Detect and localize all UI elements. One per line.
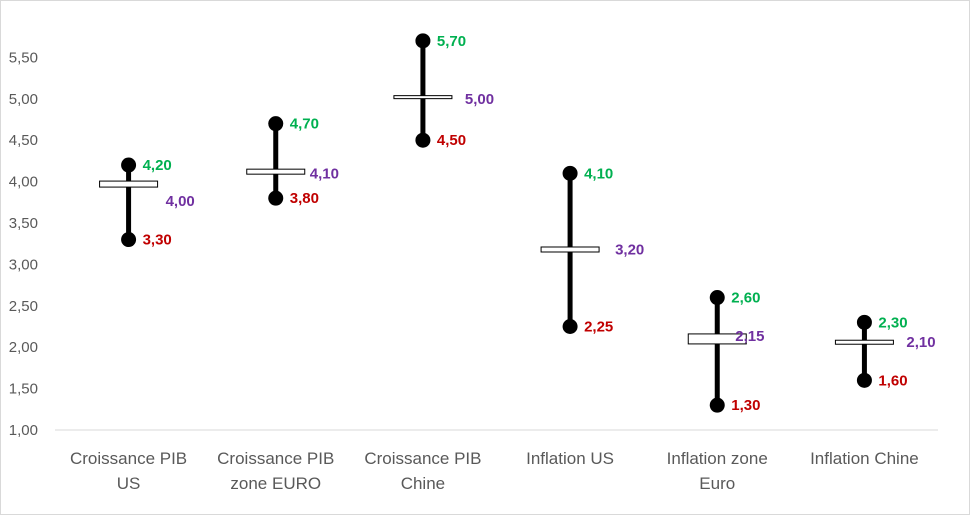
max-point bbox=[856, 314, 872, 330]
min-value-label: 2,25 bbox=[584, 319, 613, 336]
mid-marker bbox=[834, 339, 894, 345]
min-point bbox=[268, 190, 284, 206]
mid-value-label: 2,15 bbox=[735, 328, 764, 345]
y-tick-label: 4,00 bbox=[9, 174, 38, 191]
y-tick-label: 1,50 bbox=[9, 381, 38, 398]
max-point bbox=[268, 116, 284, 132]
min-point bbox=[856, 372, 872, 388]
mid-value-label: 2,10 bbox=[906, 334, 935, 351]
min-value-label: 1,60 bbox=[878, 372, 907, 389]
max-point bbox=[121, 157, 137, 173]
x-category-label: Croissance PIB bbox=[70, 449, 187, 468]
min-point bbox=[121, 232, 137, 248]
mid-marker bbox=[687, 333, 747, 345]
x-category-label: Croissance PIB bbox=[364, 449, 481, 468]
mid-marker bbox=[246, 168, 306, 175]
max-value-label: 5,70 bbox=[437, 33, 466, 50]
y-tick-label: 4,50 bbox=[9, 132, 38, 149]
y-tick-label: 1,00 bbox=[9, 422, 38, 439]
x-category-label: US bbox=[117, 474, 141, 493]
max-point bbox=[415, 33, 431, 49]
max-point bbox=[709, 290, 725, 306]
max-value-label: 4,20 bbox=[143, 157, 172, 174]
x-category-label: zone EURO bbox=[230, 474, 321, 493]
mid-value-label: 4,10 bbox=[310, 166, 339, 183]
x-category-label: Euro bbox=[699, 474, 735, 493]
y-tick-label: 2,50 bbox=[9, 298, 38, 315]
mid-value-label: 3,20 bbox=[615, 241, 644, 258]
y-tick-label: 3,50 bbox=[9, 215, 38, 232]
mid-value-label: 5,00 bbox=[465, 91, 494, 108]
min-value-label: 1,30 bbox=[731, 397, 760, 414]
max-value-label: 4,70 bbox=[290, 116, 319, 133]
min-point bbox=[415, 132, 431, 148]
x-category-label: Inflation US bbox=[526, 449, 614, 468]
y-tick-label: 5,00 bbox=[9, 91, 38, 108]
max-point bbox=[562, 165, 578, 181]
min-point bbox=[562, 319, 578, 334]
x-category-label: Croissance PIB bbox=[217, 449, 334, 468]
y-tick-label: 3,00 bbox=[9, 256, 38, 273]
min-point bbox=[709, 397, 725, 413]
mid-marker bbox=[393, 95, 453, 100]
mid-value-label: 4,00 bbox=[166, 193, 195, 210]
max-value-label: 2,30 bbox=[878, 314, 907, 331]
min-value-label: 3,80 bbox=[290, 190, 319, 207]
max-value-label: 4,10 bbox=[584, 165, 613, 182]
min-value-label: 3,30 bbox=[143, 232, 172, 249]
x-category-label: Inflation Chine bbox=[810, 449, 919, 468]
x-category-label: Inflation zone bbox=[667, 449, 768, 468]
mid-marker bbox=[540, 246, 600, 253]
y-tick-label: 5,50 bbox=[9, 49, 38, 66]
x-category-label: Chine bbox=[401, 474, 445, 493]
min-value-label: 4,50 bbox=[437, 132, 466, 149]
mid-marker bbox=[99, 180, 159, 188]
y-tick-label: 2,00 bbox=[9, 339, 38, 356]
max-value-label: 2,60 bbox=[731, 290, 760, 307]
